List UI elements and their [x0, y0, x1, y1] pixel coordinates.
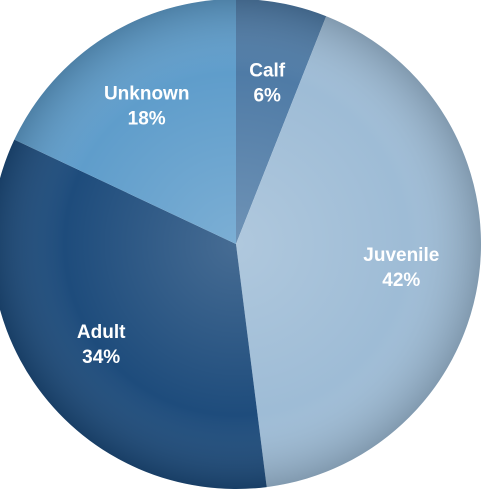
slice-label-adult: Adult 34% [77, 322, 126, 368]
pie-labels: Calf 6% Juvenile 42% Adult 34% Unknown 18% [77, 60, 439, 368]
slice-percent-label: 42% [382, 270, 420, 291]
slice-category-label: Juvenile [363, 245, 439, 266]
slice-percent-label: 6% [253, 85, 281, 106]
slice-percent-label: 18% [128, 108, 166, 129]
slice-label-unknown: Unknown 18% [104, 83, 190, 129]
slice-category-label: Unknown [104, 83, 190, 104]
slice-label-calf: Calf 6% [249, 60, 286, 106]
slice-percent-label: 34% [82, 347, 120, 368]
slice-category-label: Adult [77, 322, 126, 343]
slice-category-label: Calf [249, 60, 286, 81]
slice-label-juvenile: Juvenile 42% [363, 245, 439, 291]
